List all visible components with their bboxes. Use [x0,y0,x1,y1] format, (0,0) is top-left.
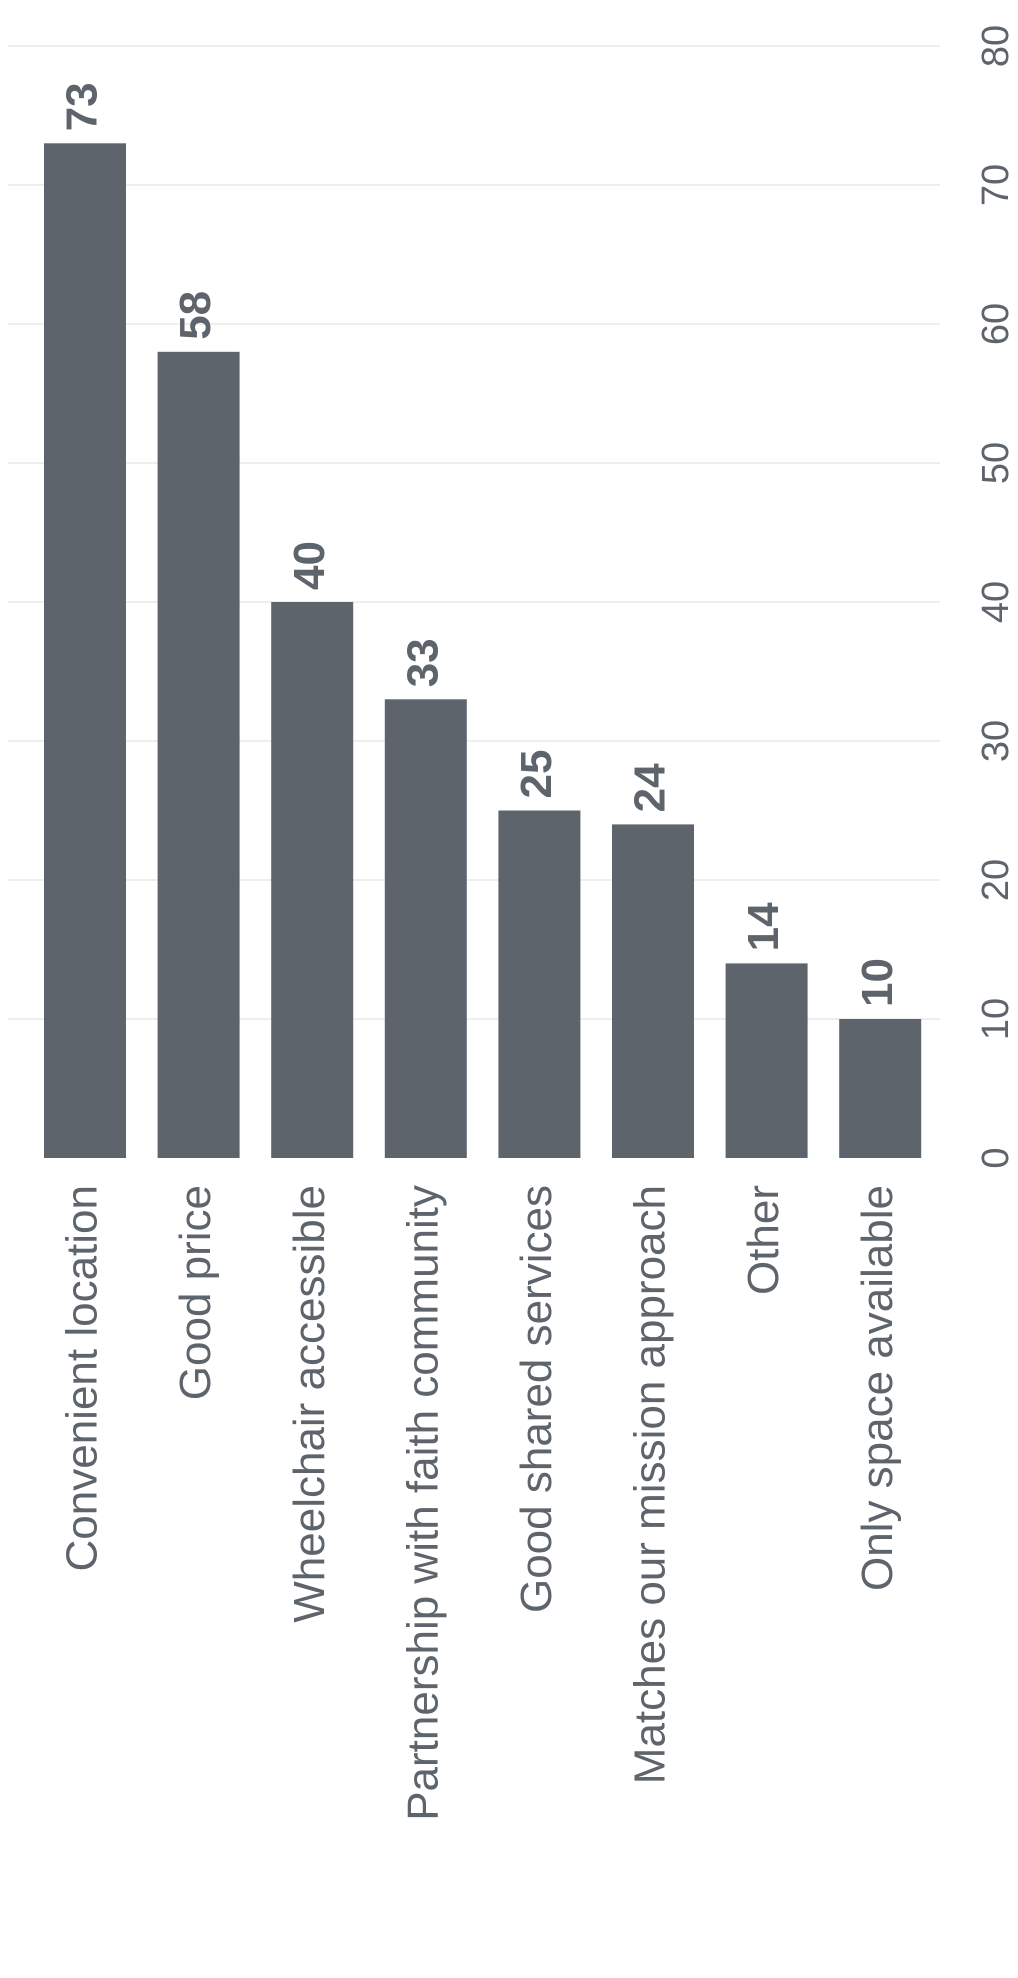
bar-value-label: 40 [285,541,334,590]
bar-value-label: 25 [512,750,561,799]
bar-value-label: 73 [58,82,107,131]
value-tick-label: 50 [975,442,1017,484]
gridlines [8,45,940,1020]
value-tick-label: 60 [975,303,1017,345]
value-tick-label: 20 [975,859,1017,901]
category-labels: Convenient location Good price Wheelchair … [58,1185,902,1821]
bar-value-label: 24 [626,763,675,812]
bar [44,143,126,1159]
bar [384,699,467,1158]
category-label: Only space available [853,1185,902,1591]
bar [839,1019,922,1158]
bar [612,824,694,1158]
value-tick-label: 0 [975,1147,1017,1168]
value-axis-ticks: 0 10 20 30 40 50 60 70 80 [975,25,1017,1169]
category-label: Matches our mission approach [626,1185,675,1784]
value-tick-label: 10 [975,998,1017,1040]
bar [157,351,240,1158]
value-tick-label: 70 [975,164,1017,206]
bar [725,963,808,1158]
bar [498,810,581,1158]
value-tick-label: 40 [975,581,1017,623]
value-tick-label: 80 [975,25,1017,67]
bar-value-label: 10 [853,958,902,1007]
bar-value-label: 14 [739,902,788,951]
value-tick-label: 30 [975,720,1017,762]
bar-value-label: 58 [171,291,220,340]
category-label: Good price [171,1185,220,1400]
category-label: Partnership with faith community [398,1185,447,1821]
bars [44,143,922,1159]
category-label: Wheelchair accessible [285,1185,334,1623]
category-label: Convenient location [58,1185,107,1571]
bar [271,602,354,1158]
category-label: Good shared services [512,1185,561,1613]
bar-value-label: 33 [398,638,447,687]
value-labels: 73 58 40 33 25 24 14 10 [58,82,902,1007]
category-label: Other [739,1185,788,1295]
